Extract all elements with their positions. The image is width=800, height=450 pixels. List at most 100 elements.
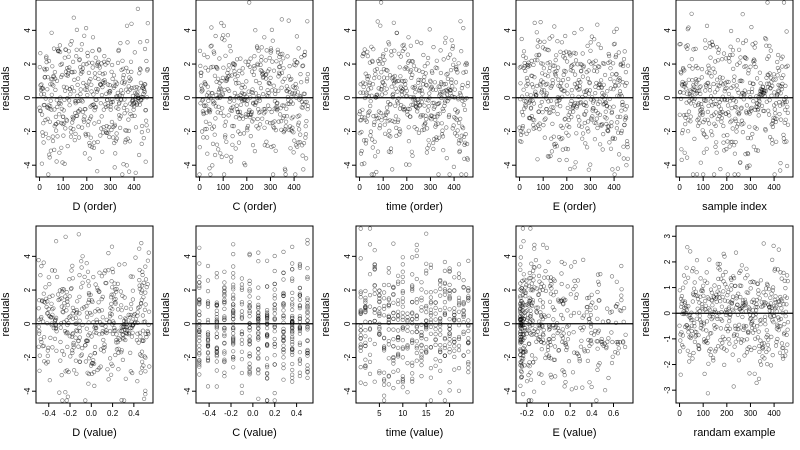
data-point — [681, 345, 686, 350]
data-point — [534, 309, 539, 314]
data-point — [526, 283, 532, 289]
data-point — [783, 83, 788, 88]
data-point — [625, 156, 630, 161]
data-point — [391, 355, 396, 361]
data-point — [290, 315, 295, 321]
x-tick-label: 0.4 — [128, 409, 140, 418]
data-point — [740, 12, 745, 17]
data-point — [224, 139, 229, 144]
data-point — [537, 288, 542, 293]
data-point — [118, 40, 123, 46]
data-point — [267, 55, 272, 61]
data-point — [247, 337, 252, 342]
data-point — [239, 370, 244, 376]
data-point — [524, 317, 530, 322]
data-point — [438, 282, 443, 287]
data-point — [602, 388, 608, 393]
data-point — [247, 366, 252, 371]
data-point — [616, 346, 621, 351]
data-point — [201, 110, 206, 115]
data-point — [425, 126, 430, 131]
data-point — [404, 88, 409, 93]
data-point — [414, 350, 419, 356]
data-point — [305, 301, 310, 306]
data-point — [545, 275, 551, 280]
data-point — [409, 149, 414, 154]
data-point — [423, 71, 428, 76]
data-point — [375, 149, 381, 154]
data-point — [290, 276, 295, 281]
data-point — [245, 125, 250, 131]
y-tick-label: 2 — [23, 287, 32, 292]
data-point — [520, 358, 525, 363]
data-point — [386, 314, 391, 320]
data-point — [222, 280, 227, 285]
data-point — [143, 302, 148, 307]
data-point — [605, 89, 610, 94]
data-point — [112, 281, 117, 286]
data-point — [66, 68, 71, 73]
data-point — [372, 262, 377, 268]
plot-frame — [195, 225, 314, 404]
data-point — [304, 118, 309, 124]
data-point — [57, 297, 62, 302]
data-point — [733, 283, 738, 288]
x-tick-label: 0.6 — [608, 409, 620, 418]
data-point — [607, 105, 612, 110]
data-point — [688, 101, 694, 106]
data-point — [456, 343, 462, 349]
data-point — [693, 77, 699, 82]
data-point — [392, 48, 397, 53]
data-point — [386, 297, 391, 302]
data-point — [782, 278, 787, 284]
data-point — [290, 329, 295, 334]
data-point — [290, 326, 295, 331]
data-point — [211, 101, 216, 106]
data-point — [301, 63, 306, 68]
data-point — [785, 63, 790, 68]
data-point — [305, 363, 310, 368]
data-point — [424, 324, 429, 329]
data-point — [547, 337, 552, 342]
data-point — [297, 314, 303, 319]
data-point — [567, 51, 572, 56]
data-point — [721, 133, 726, 138]
data-point — [445, 71, 450, 76]
plot-frame — [35, 225, 154, 404]
data-point — [251, 72, 256, 77]
data-point — [746, 71, 751, 76]
data-point — [213, 33, 218, 39]
data-point — [518, 244, 524, 249]
data-point — [358, 336, 363, 341]
data-point — [132, 113, 137, 118]
data-point — [586, 68, 591, 73]
data-point — [547, 36, 552, 41]
data-point — [362, 47, 367, 52]
data-point — [690, 172, 696, 177]
data-point — [49, 301, 54, 306]
data-point — [64, 398, 69, 403]
data-point — [617, 76, 622, 81]
data-point — [447, 294, 452, 299]
data-point — [109, 285, 115, 290]
data-point — [624, 104, 630, 109]
data-point — [560, 336, 566, 341]
data-point — [372, 287, 377, 292]
y-tick-label: 2 — [663, 61, 672, 66]
data-point — [358, 295, 363, 300]
data-point — [358, 380, 363, 385]
data-point — [438, 307, 443, 313]
data-point — [247, 300, 252, 305]
y-tick-label: -2 — [23, 353, 32, 361]
data-point — [49, 268, 55, 273]
data-point — [433, 337, 438, 342]
data-point — [231, 338, 236, 343]
data-point — [400, 262, 405, 267]
data-point — [692, 96, 697, 101]
data-point — [755, 305, 760, 310]
data-point — [197, 352, 202, 357]
data-point — [409, 102, 414, 107]
data-point — [522, 64, 528, 69]
data-point — [686, 118, 691, 123]
data-point — [222, 123, 227, 128]
